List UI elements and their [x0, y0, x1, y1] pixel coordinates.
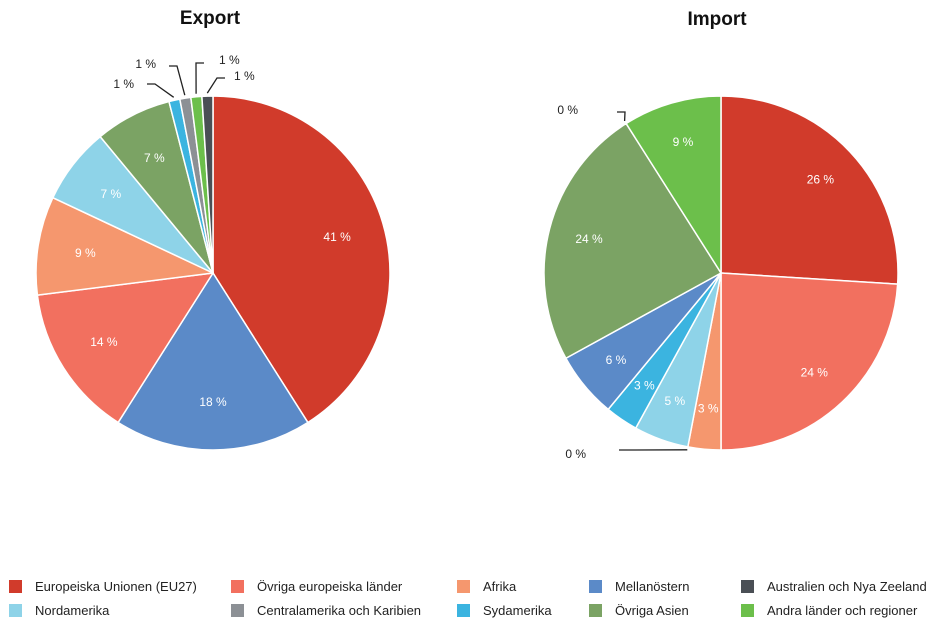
legend-label-eu27: Europeiska Unionen (EU27) — [35, 578, 197, 594]
export-eu27-value-label: 41 % — [323, 230, 351, 244]
export-ovriga_europa-value-label: 14 % — [90, 335, 118, 349]
import-ovriga_asien-slice — [543, 122, 722, 360]
import-sydamerika-value-label: 3 % — [634, 379, 655, 393]
legend-swatch-ovriga_asien — [589, 603, 602, 617]
legend-label-australien: Australien och Nya Zeeland — [767, 578, 927, 594]
export-sydamerika-value-label: 1 % — [113, 77, 134, 91]
legend-item-centralamerika: Centralamerika och Karibien — [231, 600, 421, 620]
legend-item-eu27: Europeiska Unionen (EU27) — [9, 576, 197, 596]
import-nordamerika-value-label: 5 % — [664, 394, 685, 408]
export-afrika-slice — [35, 196, 214, 296]
legend-item-australien: Australien och Nya Zeeland — [741, 576, 927, 596]
legend-item-afrika: Afrika — [457, 576, 516, 596]
legend-item-ovriga_europa: Övriga europeiska länder — [231, 576, 402, 596]
legend-label-afrika: Afrika — [483, 578, 517, 594]
legend-item-ovriga_asien: Övriga Asien — [589, 600, 689, 620]
export-nordamerika-value-label: 7 % — [101, 187, 122, 201]
export-mellanostern-value-label: 18 % — [199, 395, 227, 409]
export-mellanostern-slice — [117, 272, 309, 451]
import-centralamerika-value-label: 0 % — [565, 447, 586, 461]
legend-swatch-eu27 — [9, 579, 22, 593]
legend-swatch-andra — [741, 603, 754, 617]
export-afrika-value-label: 9 % — [75, 246, 96, 260]
legend-label-mellanostern: Mellanöstern — [615, 578, 690, 594]
export-andra-value-label: 1 % — [219, 53, 240, 67]
charts-canvas: Export Import 41 %18 %14 %9 %7 %7 %1 %1 … — [35, 8, 899, 461]
export-andra-leader-line — [195, 62, 204, 94]
legend-swatch-nordamerika — [9, 603, 22, 617]
export-centralamerika-leader-line — [169, 65, 186, 96]
import-eu27-value-label: 26 % — [807, 173, 835, 187]
export-ovriga_europa-slice — [36, 272, 214, 424]
export-chart-title: Export — [180, 8, 241, 29]
legend-label-ovriga_asien: Övriga Asien — [615, 602, 689, 618]
legend-swatch-centralamerika — [231, 603, 244, 617]
legend: Europeiska Unionen (EU27) Övriga europeis… — [0, 574, 928, 622]
import-andra-value-label: 9 % — [673, 135, 694, 149]
legend-item-andra: Andra länder och regioner — [741, 600, 917, 620]
import-australien-leader-line — [617, 111, 626, 122]
export-centralamerika-value-label: 1 % — [135, 57, 156, 71]
import-andra-slice — [625, 95, 722, 274]
export-sydamerika-leader-line — [147, 83, 175, 98]
import-pie: 26 % 24 % 3 % 0 % 5 % 3 % 6 % 24 % 0 % 9 % — [543, 95, 899, 461]
legend-label-ovriga_europa: Övriga europeiska länder — [257, 578, 403, 594]
legend-label-sydamerika: Sydamerika — [483, 602, 552, 618]
import-chart-title: Import — [687, 9, 747, 30]
import-ovriga_asien-value-label: 24 % — [575, 232, 603, 246]
legend-swatch-australien — [741, 579, 754, 593]
import-ovriga_europa-slice — [720, 272, 899, 451]
export-eu27-slice — [212, 95, 391, 424]
import-mellanostern-value-label: 6 % — [606, 353, 627, 367]
legend-item-nordamerika: Nordamerika — [9, 600, 109, 620]
legend-label-nordamerika: Nordamerika — [35, 602, 110, 618]
legend-label-centralamerika: Centralamerika och Karibien — [257, 602, 422, 618]
legend-swatch-mellanostern — [589, 579, 602, 593]
import-ovriga_europa-value-label: 24 % — [801, 365, 829, 379]
legend-swatch-sydamerika — [457, 603, 470, 617]
export-pie: 41 %18 %14 %9 %7 %7 %1 %1 % 1 %1 % — [35, 53, 391, 451]
legend-item-sydamerika: Sydamerika — [457, 600, 552, 620]
import-australien-value-label: 0 % — [557, 103, 578, 117]
import-eu27-slice — [720, 95, 899, 285]
import-afrika-value-label: 3 % — [698, 402, 719, 416]
legend-item-mellanostern: Mellanöstern — [589, 576, 689, 596]
export-ovriga_asien-value-label: 7 % — [144, 151, 165, 165]
export-australien-leader-line — [206, 77, 225, 94]
export-australien-slice — [201, 95, 214, 274]
legend-swatch-ovriga_europa — [231, 579, 244, 593]
export-australien-value-label: 1 % — [234, 69, 255, 83]
legend-label-andra: Andra länder och regioner — [767, 602, 918, 618]
legend-swatch-afrika — [457, 579, 470, 593]
